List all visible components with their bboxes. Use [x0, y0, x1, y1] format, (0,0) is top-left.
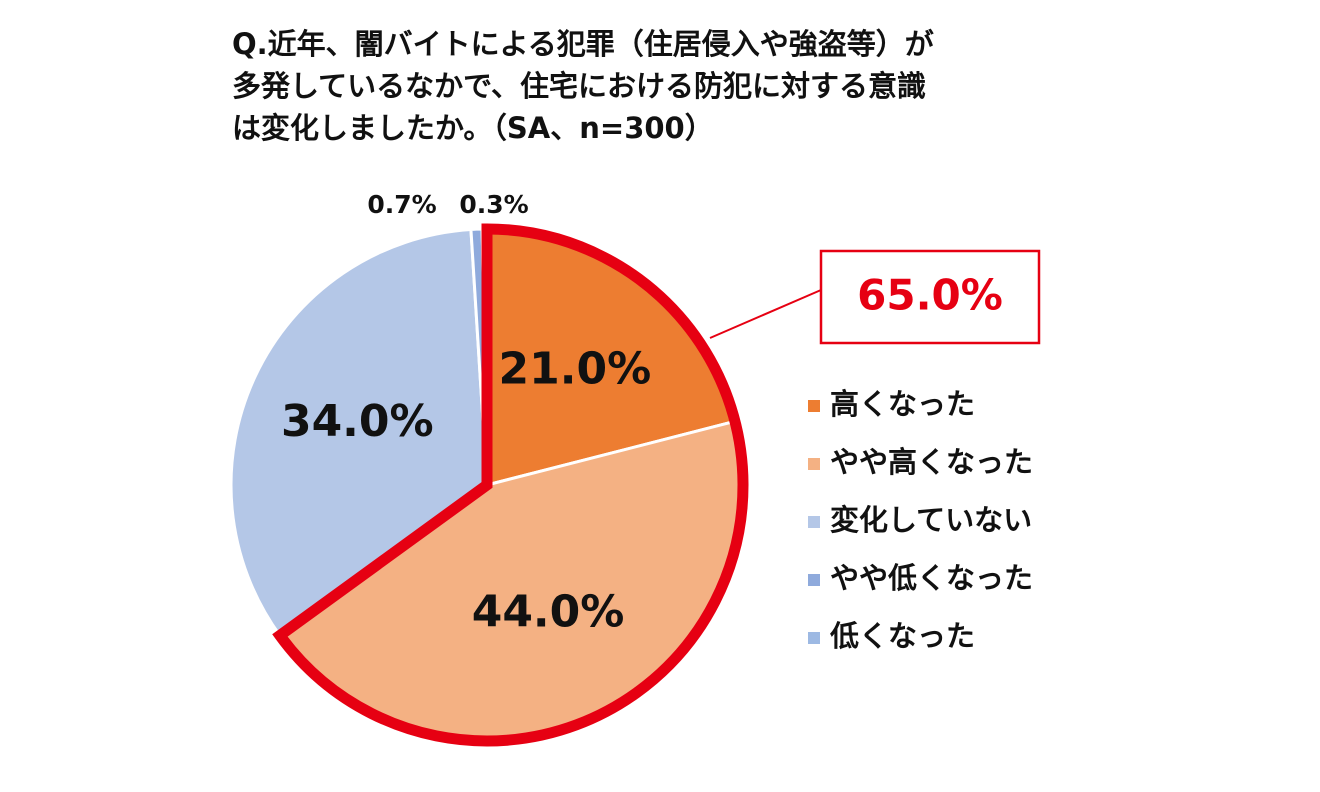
title-line: は変化しましたか。（SA、n=300）: [232, 111, 714, 145]
legend-label: やや低くなった: [830, 561, 1033, 595]
annotation: 65.0%: [857, 271, 1003, 320]
annotation-leader: [709, 289, 822, 339]
title-line: 多発しているなかで、住宅における防犯に対する意識: [232, 69, 926, 103]
legend-label: 変化していない: [830, 503, 1032, 537]
legend-swatch: [808, 516, 820, 528]
data-label: 0.7%: [367, 190, 436, 219]
data-label: 44.0%: [472, 587, 625, 638]
title: Q.近年、闇バイトによる犯罪（住居侵入や強盗等）が多発しているなかで、住宅におけ…: [232, 27, 934, 145]
annotation-box: [819, 249, 1041, 345]
legend-swatch: [808, 400, 820, 412]
highlight-outline: [272, 223, 749, 747]
data-label: 0.3%: [459, 190, 528, 219]
legend-label: やや高くなった: [830, 445, 1033, 479]
legend-swatch: [808, 458, 820, 470]
legend-label: 高くなった: [830, 387, 975, 421]
title-line: Q.近年、闇バイトによる犯罪（住居侵入や強盗等）が: [232, 27, 934, 61]
pie-slice: [229, 227, 489, 638]
data-label: 34.0%: [281, 396, 434, 447]
pie: 21.0% 44.0% 34.0% 0.7% 0.3% 65.0%: [229, 190, 1041, 747]
legend-swatch: [808, 574, 820, 586]
data-label: 21.0%: [499, 344, 652, 395]
legend-label: 低くなった: [829, 619, 975, 653]
legend-swatch: [808, 632, 820, 644]
